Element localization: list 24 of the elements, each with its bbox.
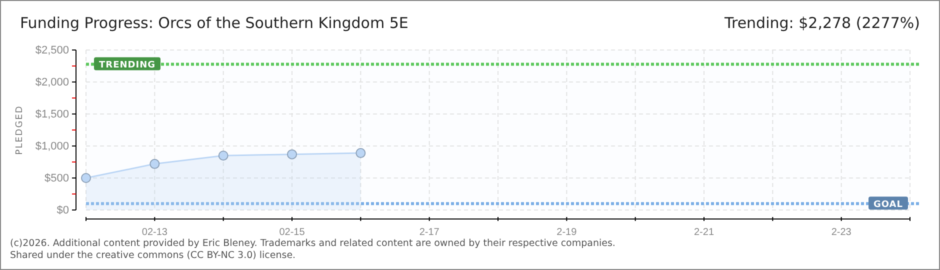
x-tick-label: 2-17	[419, 227, 440, 238]
y-axis-title: PLEDGED	[15, 105, 25, 155]
point	[218, 150, 228, 161]
y-tick-label: $2,000	[35, 76, 69, 89]
chart-subtitle: Trending: $2,278 (2277%)	[724, 14, 920, 32]
point	[81, 173, 91, 183]
point	[287, 149, 297, 160]
text: (c)2026. Additional content provided by Eric Bleney. Trademarks and related content are owned by their respective companies.	[10, 238, 616, 249]
y-tick-label: $0	[56, 204, 69, 217]
y-tick-label: $1,000	[35, 140, 69, 153]
x-tick-label: 2-19	[556, 227, 578, 238]
x-tick-label: 02-15	[279, 227, 306, 238]
point	[356, 148, 366, 158]
x-tick-label: 2-23	[831, 227, 852, 238]
y-tick-label: $1,500	[35, 108, 69, 121]
x-tick-label: 02-13	[142, 227, 168, 238]
x-tick-label: 2-21	[694, 227, 714, 238]
text: Shared under the creative commons (CC BY-NC 3.0) license.	[10, 250, 296, 261]
chart-title: Funding Progress: Orcs of the Southern Kingdom 5E	[20, 14, 408, 32]
y-tick-label: $500	[44, 172, 69, 185]
point	[150, 158, 160, 169]
ref-line-label: TRENDING	[99, 60, 156, 71]
y-tick-label: $2,500	[35, 44, 69, 57]
ref-line-label: GOAL	[874, 200, 903, 210]
